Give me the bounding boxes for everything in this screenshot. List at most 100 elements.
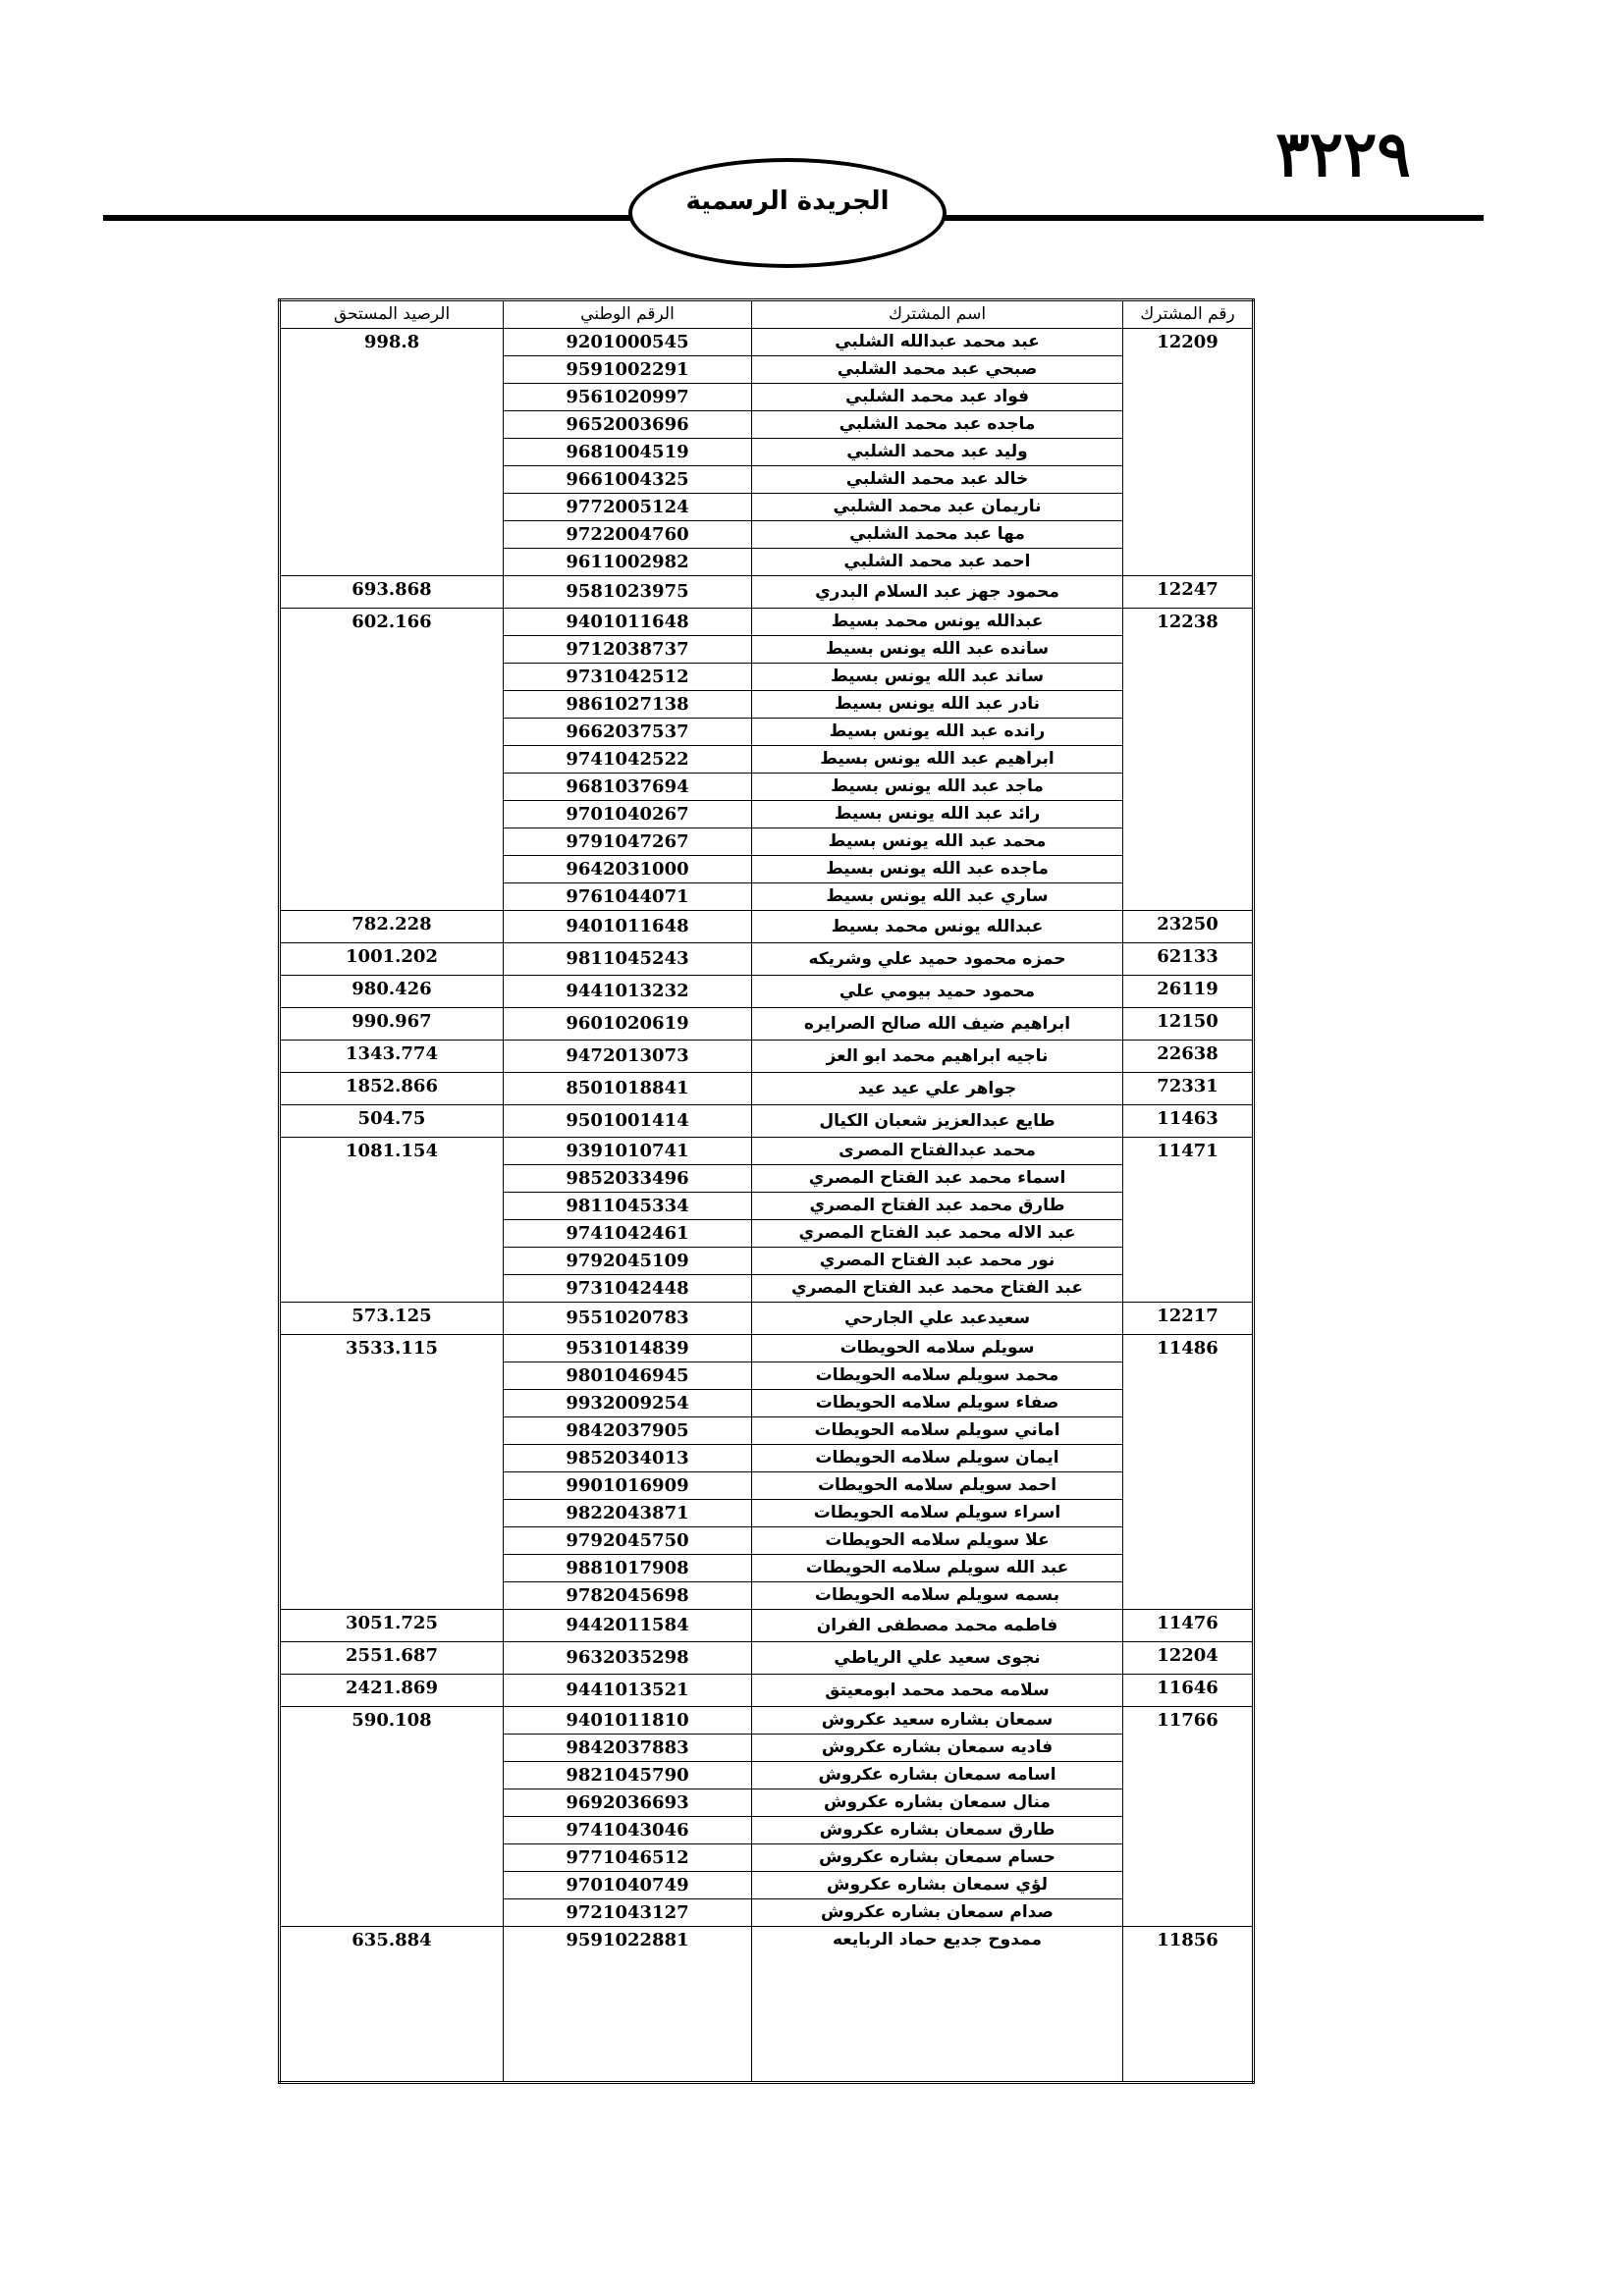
table-row: 26119 محمود حميد بيومي علي 9441013232 980.4…: [279, 975, 1254, 1008]
subscriber-name: سويلم سلامه الحويطات: [751, 1334, 1123, 1362]
national-id: 9772005124: [503, 493, 752, 521]
national-id: 9852033496: [503, 1164, 752, 1193]
subscriber-name: مها عبد محمد الشلبي: [751, 520, 1123, 549]
balance-due: 1081.154: [279, 1137, 504, 1303]
subscriber-number: 11766: [1122, 1706, 1254, 1927]
subscriber-name: صفاء سويلم سلامه الحويطات: [751, 1389, 1123, 1417]
subscriber-name: ماجده عبد محمد الشلبي: [751, 410, 1123, 439]
table-row: ابراهيم عبد الله يونس بسيط 9741042522: [280, 745, 1254, 774]
national-id: 9741042461: [503, 1219, 752, 1248]
national-id: 9681004519: [503, 438, 752, 466]
national-id: 9652003696: [503, 410, 752, 439]
subscriber-name: اسامه سمعان بشاره عكروش: [751, 1761, 1123, 1789]
subscriber-name: صبحي عبد محمد الشلبي: [751, 355, 1123, 384]
balance-due: 782.228: [279, 910, 504, 943]
national-id: 9811045243: [503, 942, 752, 976]
subscriber-name: بسمه سويلم سلامه الحويطات: [751, 1581, 1123, 1610]
table-row: 11463 طايع عبدالعزيز شعبان الكيال 95010014…: [279, 1104, 1254, 1138]
table-row: صدام سمعان بشاره عكروش 9721043127: [280, 1898, 1254, 1927]
subscriber-number: 11471: [1122, 1137, 1254, 1303]
national-id: 9662037537: [503, 718, 752, 746]
header-row: رقم المشترك اسم المشترك الرقم الوطني الر…: [279, 299, 1254, 329]
subscriber-name: محمود جهز عبد السلام البدري: [751, 575, 1123, 609]
national-id: 9852034013: [503, 1444, 752, 1472]
national-id: 9861027138: [503, 690, 752, 719]
table-row: طارق سمعان بشاره عكروش 9741043046: [280, 1816, 1254, 1844]
subscriber-name: ممدوح جديع حماد الربايعه: [751, 1926, 1123, 2083]
subscriber-name: عبد الاله محمد عبد الفتاح المصري: [751, 1219, 1123, 1248]
balance-due: 990.967: [279, 1007, 504, 1041]
subscriber-number: 12217: [1122, 1302, 1254, 1335]
subscriber-name: محمد عبدالفتاح المصرى: [751, 1137, 1123, 1165]
subscriber-number: 12204: [1122, 1641, 1254, 1675]
subscriber-name: خالد عبد محمد الشلبي: [751, 465, 1123, 494]
balance-due: 980.426: [279, 975, 504, 1008]
table-row: احمد عبد محمد الشلبي 9611002982: [280, 548, 1254, 576]
subscriber-name: محمد عبد الله يونس بسيط: [751, 828, 1123, 856]
national-id: 9782045698: [503, 1581, 752, 1610]
subscriber-name: ماجد عبد الله يونس بسيط: [751, 773, 1123, 801]
column-header: اسم المشترك: [751, 299, 1123, 329]
national-id: 9642031000: [503, 855, 752, 883]
national-id: 9441013232: [503, 975, 752, 1008]
subscriber-number: 11646: [1122, 1674, 1254, 1707]
subscriber-name: رانده عبد الله يونس بسيط: [751, 718, 1123, 746]
subscriber-name: فاديه سمعان بشاره عكروش: [751, 1734, 1123, 1762]
subscriber-name: عبد الله سويلم سلامه الحويطات: [751, 1554, 1123, 1582]
subscriber-number: 11463: [1122, 1104, 1254, 1138]
table-row: حسام سمعان بشاره عكروش 9771046512: [280, 1843, 1254, 1872]
subscriber-number: 12209: [1122, 328, 1254, 576]
balance-due: 635.884: [279, 1926, 504, 2083]
national-id: 9701040267: [503, 800, 752, 828]
subscriber-name: محمد سويلم سلامه الحويطات: [751, 1362, 1123, 1390]
national-id: 9551020783: [503, 1302, 752, 1335]
subscriber-number: 23250: [1122, 910, 1254, 943]
national-id: 9472013073: [503, 1040, 752, 1073]
national-id: 9531014839: [503, 1334, 752, 1362]
table-row: 62133 حمزه محمود حميد علي وشريكه 981104524…: [279, 942, 1254, 976]
table-row: عبد الفتاح محمد عبد الفتاح المصري 9731042…: [280, 1274, 1254, 1303]
subscriber-number: 22638: [1122, 1040, 1254, 1073]
national-id: 9632035298: [503, 1641, 752, 1675]
balance-due: 2551.687: [279, 1641, 504, 1675]
subscriber-name: اماني سويلم سلامه الحويطات: [751, 1416, 1123, 1445]
national-id: 9901016909: [503, 1471, 752, 1500]
table-row: نور محمد عبد الفتاح المصري 9792045109: [280, 1247, 1254, 1275]
national-id: 9561020997: [503, 383, 752, 411]
table-row: عبد الاله محمد عبد الفتاح المصري 97410424…: [280, 1219, 1254, 1248]
balance-due: 504.75: [279, 1104, 504, 1138]
subscriber-name: صدام سمعان بشاره عكروش: [751, 1898, 1123, 1927]
table-row: 22638 ناجيه ابراهيم محمد ابو العز 94720130…: [279, 1040, 1254, 1073]
subscriber-name: نجوى سعيد علي الرياطي: [751, 1641, 1123, 1675]
national-id: 9741042522: [503, 745, 752, 774]
national-id: 9811045334: [503, 1192, 752, 1220]
subscriber-number: 11856: [1122, 1926, 1254, 2083]
national-id: 9881017908: [503, 1554, 752, 1582]
table-row: فاديه سمعان بشاره عكروش 9842037883: [280, 1734, 1254, 1762]
subscribers-table: رقم المشترك اسم المشترك الرقم الوطني الر…: [278, 298, 1255, 2084]
balance-due: 3533.115: [279, 1334, 504, 1610]
national-id: 9701040749: [503, 1871, 752, 1899]
table-row: 12204 نجوى سعيد علي الرياطي 9632035298 2551…: [279, 1641, 1254, 1675]
subscriber-name: احمد سويلم سلامه الحويطات: [751, 1471, 1123, 1500]
table-row: اسامه سمعان بشاره عكروش 9821045790: [280, 1761, 1254, 1789]
table-row: ايمان سويلم سلامه الحويطات 9852034013: [280, 1444, 1254, 1472]
table-row: 11476 فاطمه محمد مصطفى الفران 9442011584 30…: [279, 1609, 1254, 1642]
subscriber-name: محمود حميد بيومي علي: [751, 975, 1123, 1008]
table-row: خالد عبد محمد الشلبي 9661004325: [280, 465, 1254, 494]
table-row: 12238 عبدالله يونس محمد بسيط 9401011648 602…: [279, 608, 1254, 911]
national-id: 9731042448: [503, 1274, 752, 1303]
national-id: 9791047267: [503, 828, 752, 856]
subscriber-name: طايع عبدالعزيز شعبان الكيال: [751, 1104, 1123, 1138]
subscriber-number: 12247: [1122, 575, 1254, 609]
page-number: ٣٢٢٩: [1275, 118, 1411, 191]
national-id: 9792045109: [503, 1247, 752, 1275]
table-row: 12247 محمود جهز عبد السلام البدري 95810239…: [279, 575, 1254, 609]
national-id: 9801046945: [503, 1362, 752, 1390]
subscriber-number: 12150: [1122, 1007, 1254, 1041]
subscriber-name: علا سويلم سلامه الحويطات: [751, 1526, 1123, 1555]
national-id: 9771046512: [503, 1843, 752, 1872]
national-id: 9842037905: [503, 1416, 752, 1445]
national-id: 9741043046: [503, 1816, 752, 1844]
national-id: 9721043127: [503, 1898, 752, 1927]
